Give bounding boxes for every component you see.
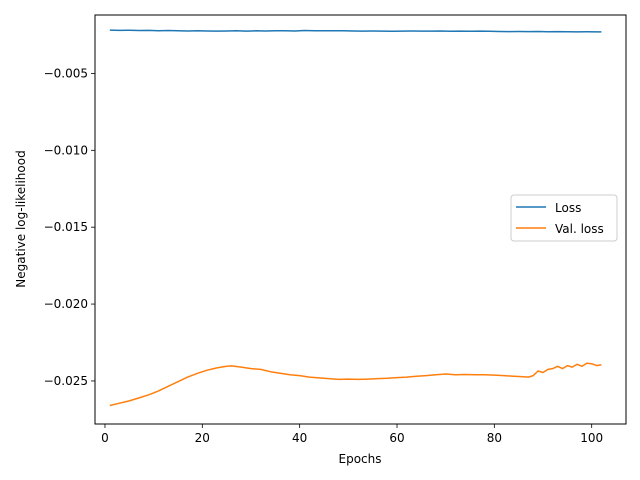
x-tick-label: 80 (487, 431, 502, 445)
series-line-val-loss (109, 362, 602, 407)
legend-label-val-loss: Val. loss (555, 222, 604, 236)
y-axis-title: Negative log-likelihood (14, 150, 28, 287)
x-axis-title: Epochs (339, 452, 382, 466)
y-tick-label: −0.015 (44, 220, 88, 234)
legend-label-loss: Loss (555, 201, 581, 215)
series-line-loss (109, 29, 602, 33)
x-tick-label: 40 (292, 431, 307, 445)
legend: Loss Val. loss (510, 194, 618, 242)
y-tick-label: −0.025 (44, 374, 88, 388)
ticks-layer: 0 20 40 60 80 100 −0.005 −0.010 −0.015 −0.020 −0.0… (44, 66, 604, 445)
x-tick-label: 20 (195, 431, 210, 445)
plot-frame (94, 14, 627, 425)
x-tick-label: 100 (580, 431, 603, 445)
y-tick-label: −0.010 (44, 143, 88, 157)
series-layer (109, 29, 602, 407)
y-tick-label: −0.005 (44, 66, 88, 80)
x-tick-label: 60 (389, 431, 404, 445)
y-tick-label: −0.020 (44, 297, 88, 311)
x-tick-label: 0 (101, 431, 109, 445)
